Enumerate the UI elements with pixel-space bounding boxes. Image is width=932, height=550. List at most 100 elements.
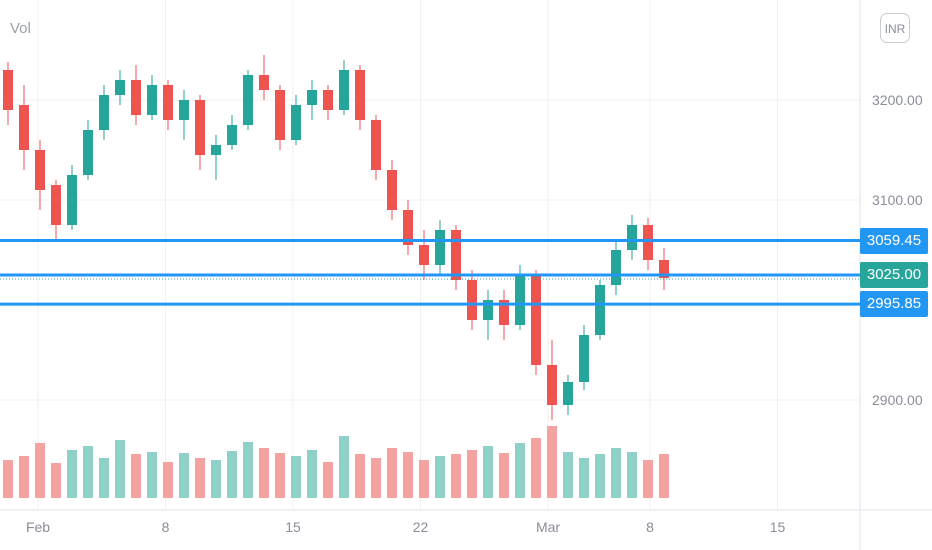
candle-body: [35, 150, 45, 190]
candle-body: [307, 90, 317, 105]
candle-body: [51, 185, 61, 225]
candle-body: [579, 335, 589, 382]
candle-body: [19, 105, 29, 150]
volume-bar: [307, 450, 317, 498]
volume-bar: [563, 452, 573, 498]
volume-bar: [163, 462, 173, 498]
volume-bar: [451, 454, 461, 498]
time-tick-label: 8: [646, 519, 654, 535]
candle-body: [611, 250, 621, 285]
price-tick-label: 3200.00: [872, 92, 923, 108]
volume-bar: [483, 446, 493, 498]
candle-body: [355, 70, 365, 120]
candle-body: [563, 382, 573, 405]
candle-body: [3, 70, 13, 110]
price-level-tag[interactable]: 3059.45: [860, 227, 928, 254]
candle-body: [163, 85, 173, 120]
volume-bar: [195, 458, 205, 498]
volume-bar: [35, 443, 45, 498]
volume-bar: [115, 440, 125, 498]
volume-bar: [179, 453, 189, 498]
volume-bar: [131, 454, 141, 498]
volume-bar: [611, 448, 621, 498]
candle-body: [467, 280, 477, 320]
candle-body: [435, 230, 445, 265]
candle-body: [595, 285, 605, 335]
volume-bar: [243, 442, 253, 498]
volume-bar: [19, 456, 29, 498]
time-axis[interactable]: Feb 8 15 22 Mar 8 15: [26, 519, 786, 535]
volume-label: Vol: [10, 20, 31, 37]
candle-body: [83, 130, 93, 175]
volume-bar: [595, 454, 605, 498]
time-tick-label: Feb: [26, 519, 50, 535]
price-candles: [3, 55, 669, 420]
time-tick-label: 15: [770, 519, 786, 535]
candle-body: [259, 75, 269, 90]
candle-body: [243, 75, 253, 125]
price-axis[interactable]: 3200.00 3100.00 2900.00: [872, 92, 923, 408]
candle-body: [499, 300, 509, 325]
candle-body: [403, 210, 413, 245]
candle-body: [339, 70, 349, 110]
time-tick-label: 8: [162, 519, 170, 535]
volume-bar: [291, 456, 301, 498]
volume-bar: [339, 436, 349, 498]
time-tick-label: Mar: [536, 519, 560, 535]
candle-body: [371, 120, 381, 170]
volume-bar: [515, 443, 525, 498]
volume-bar: [51, 463, 61, 498]
price-tick-label: 2900.00: [872, 392, 923, 408]
candle-body: [291, 105, 301, 140]
volume-bar: [275, 453, 285, 498]
volume-bars: [3, 426, 669, 498]
candle-body: [531, 275, 541, 365]
candle-body: [275, 90, 285, 140]
volume-bar: [355, 454, 365, 498]
volume-bar: [419, 460, 429, 498]
volume-bar: [147, 452, 157, 498]
horizontal-level-lines[interactable]: [0, 239, 860, 306]
candle-body: [147, 85, 157, 115]
candle-body: [451, 230, 461, 280]
candle-body: [419, 245, 429, 265]
volume-bar: [323, 462, 333, 498]
currency-button[interactable]: INR: [880, 13, 910, 43]
volume-bar: [211, 460, 221, 498]
volume-bar: [531, 438, 541, 498]
candle-body: [115, 80, 125, 95]
candle-body: [515, 275, 525, 325]
volume-bar: [387, 448, 397, 498]
volume-bar: [259, 448, 269, 498]
volume-bar: [659, 454, 669, 498]
candle-body: [323, 90, 333, 110]
volume-bar: [371, 458, 381, 498]
volume-bar: [83, 446, 93, 498]
candle-body: [179, 100, 189, 120]
volume-bar: [67, 450, 77, 498]
volume-bar: [467, 450, 477, 498]
volume-bar: [435, 456, 445, 498]
candle-body: [643, 225, 653, 260]
volume-bar: [643, 460, 653, 498]
candle-body: [387, 170, 397, 210]
candle-body: [483, 300, 493, 320]
price-level-tag[interactable]: 3025.00: [860, 262, 928, 288]
price-tick-label: 3100.00: [872, 192, 923, 208]
price-level-tag[interactable]: 2995.85: [860, 291, 928, 318]
candle-body: [627, 225, 637, 250]
candle-body: [67, 175, 77, 225]
candle-body: [227, 125, 237, 145]
candle-body: [99, 95, 109, 130]
candle-body: [131, 80, 141, 115]
time-tick-label: 15: [285, 519, 301, 535]
volume-bar: [627, 452, 637, 498]
candle-body: [659, 260, 669, 278]
candle-body: [547, 365, 557, 405]
time-tick-label: 22: [413, 519, 429, 535]
volume-bar: [99, 458, 109, 498]
candle-body: [211, 145, 221, 155]
volume-bar: [579, 458, 589, 498]
volume-bar: [499, 453, 509, 498]
